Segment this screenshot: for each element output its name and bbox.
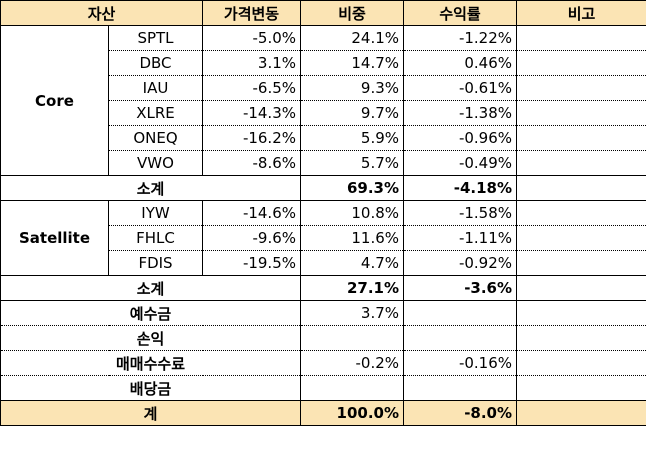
table-row: 예수금 3.7% — [0, 300, 646, 326]
note-cell[interactable] — [516, 325, 646, 351]
return-cell[interactable]: -0.49% — [403, 150, 518, 176]
weight-cell[interactable] — [300, 325, 405, 351]
price-change-cell[interactable]: -5.0% — [202, 25, 302, 51]
weight-cell[interactable]: -0.2% — [300, 350, 405, 376]
table-row: DBC 3.1% 14.7% 0.46% — [1, 50, 646, 76]
core-group-label[interactable]: Core — [0, 25, 109, 176]
total-return[interactable]: -8.0% — [403, 400, 518, 426]
return-cell[interactable]: -0.16% — [403, 350, 518, 376]
note-cell[interactable] — [516, 375, 646, 401]
return-cell[interactable]: -1.11% — [403, 225, 518, 251]
price-change-cell[interactable]: -6.5% — [202, 75, 302, 101]
note-cell[interactable] — [516, 50, 646, 76]
return-cell[interactable]: -0.92% — [403, 250, 518, 276]
note-cell[interactable] — [516, 100, 646, 126]
return-cell[interactable]: -0.96% — [403, 125, 518, 151]
ticker-cell[interactable]: FHLC — [107, 225, 204, 251]
ticker-cell[interactable]: FDIS — [107, 250, 204, 276]
ticker-cell[interactable]: VWO — [107, 150, 204, 176]
weight-cell[interactable]: 9.3% — [300, 75, 405, 101]
weight-cell[interactable]: 5.9% — [300, 125, 405, 151]
subtotal-return[interactable]: -4.18% — [403, 175, 518, 201]
weight-cell[interactable]: 11.6% — [300, 225, 405, 251]
table-row: Core SPTL -5.0% 24.1% -1.22% — [0, 25, 646, 176]
header-price-change[interactable]: 가격변동 — [202, 0, 302, 26]
ticker-cell[interactable]: IYW — [107, 200, 204, 226]
total-label[interactable]: 계 — [0, 400, 302, 426]
price-change-cell[interactable]: -16.2% — [202, 125, 302, 151]
note-cell[interactable] — [516, 250, 646, 276]
return-cell[interactable]: 0.46% — [403, 50, 518, 76]
table-row: XLRE -14.3% 9.7% -1.38% — [1, 100, 646, 126]
price-change-cell[interactable]: 3.1% — [202, 50, 302, 76]
return-cell[interactable]: -1.22% — [403, 25, 518, 51]
weight-cell[interactable]: 9.7% — [300, 100, 405, 126]
ticker-cell[interactable]: XLRE — [107, 100, 204, 126]
return-cell[interactable] — [403, 300, 518, 326]
note-cell[interactable] — [516, 175, 646, 201]
header-row: 자산 가격변동 비중 수익률 비고 — [0, 0, 646, 26]
satellite-subtotal-row: 소계 27.1% -3.6% — [0, 275, 646, 301]
header-note[interactable]: 비고 — [516, 0, 646, 26]
weight-cell[interactable]: 3.7% — [300, 300, 405, 326]
total-weight[interactable]: 100.0% — [300, 400, 405, 426]
note-cell[interactable] — [516, 25, 646, 51]
ticker-cell[interactable]: IAU — [107, 75, 204, 101]
header-asset[interactable]: 자산 — [0, 0, 204, 26]
satellite-group-label[interactable]: Satellite — [0, 200, 109, 276]
subtotal-weight[interactable]: 69.3% — [300, 175, 405, 201]
table-row: 손익 — [0, 325, 646, 351]
header-return[interactable]: 수익률 — [403, 0, 518, 26]
return-cell[interactable]: -0.61% — [403, 75, 518, 101]
weight-cell[interactable]: 14.7% — [300, 50, 405, 76]
return-cell[interactable] — [403, 375, 518, 401]
subtotal-return[interactable]: -3.6% — [403, 275, 518, 301]
table-row: 매매수수료 -0.2% -0.16% — [0, 350, 646, 376]
subtotal-label[interactable]: 소계 — [0, 275, 302, 301]
header-weight[interactable]: 비중 — [300, 0, 405, 26]
note-cell[interactable] — [516, 300, 646, 326]
subtotal-weight[interactable]: 27.1% — [300, 275, 405, 301]
price-change-cell[interactable]: -14.3% — [202, 100, 302, 126]
subtotal-label[interactable]: 소계 — [0, 175, 302, 201]
table-row: Satellite IYW -14.6% 10.8% -1.58% — [0, 200, 646, 276]
note-cell[interactable] — [516, 75, 646, 101]
price-change-cell[interactable]: -8.6% — [202, 150, 302, 176]
weight-cell[interactable]: 24.1% — [300, 25, 405, 51]
return-cell[interactable]: -1.58% — [403, 200, 518, 226]
core-subtotal-row: 소계 69.3% -4.18% — [0, 175, 646, 201]
note-cell[interactable] — [516, 275, 646, 301]
note-cell[interactable] — [516, 200, 646, 226]
ticker-cell[interactable]: SPTL — [107, 25, 204, 51]
ticker-cell[interactable]: ONEQ — [107, 125, 204, 151]
profit-loss-label[interactable]: 손익 — [0, 325, 302, 351]
ticker-cell[interactable]: DBC — [107, 50, 204, 76]
total-row: 계 100.0% -8.0% — [0, 400, 646, 426]
return-cell[interactable]: -1.38% — [403, 100, 518, 126]
note-cell[interactable] — [516, 125, 646, 151]
trading-fee-label[interactable]: 매매수수료 — [0, 350, 302, 376]
price-change-cell[interactable]: -19.5% — [202, 250, 302, 276]
price-change-cell[interactable]: -9.6% — [202, 225, 302, 251]
price-change-cell[interactable]: -14.6% — [202, 200, 302, 226]
note-cell[interactable] — [516, 350, 646, 376]
weight-cell[interactable] — [300, 375, 405, 401]
weight-cell[interactable]: 10.8% — [300, 200, 405, 226]
note-cell[interactable] — [516, 150, 646, 176]
note-cell[interactable] — [516, 400, 646, 426]
deposit-label[interactable]: 예수금 — [0, 300, 302, 326]
weight-cell[interactable]: 4.7% — [300, 250, 405, 276]
dividend-label[interactable]: 배당금 — [0, 375, 302, 401]
table-row: 배당금 — [0, 375, 646, 401]
portfolio-table: 자산 가격변동 비중 수익률 비고 Core SPTL -5.0% 24.1% … — [0, 0, 646, 426]
note-cell[interactable] — [516, 225, 646, 251]
return-cell[interactable] — [403, 325, 518, 351]
table-row: ONEQ -16.2% 5.9% -0.96% — [1, 125, 646, 151]
table-row: IAU -6.5% 9.3% -0.61% — [1, 75, 646, 101]
weight-cell[interactable]: 5.7% — [300, 150, 405, 176]
